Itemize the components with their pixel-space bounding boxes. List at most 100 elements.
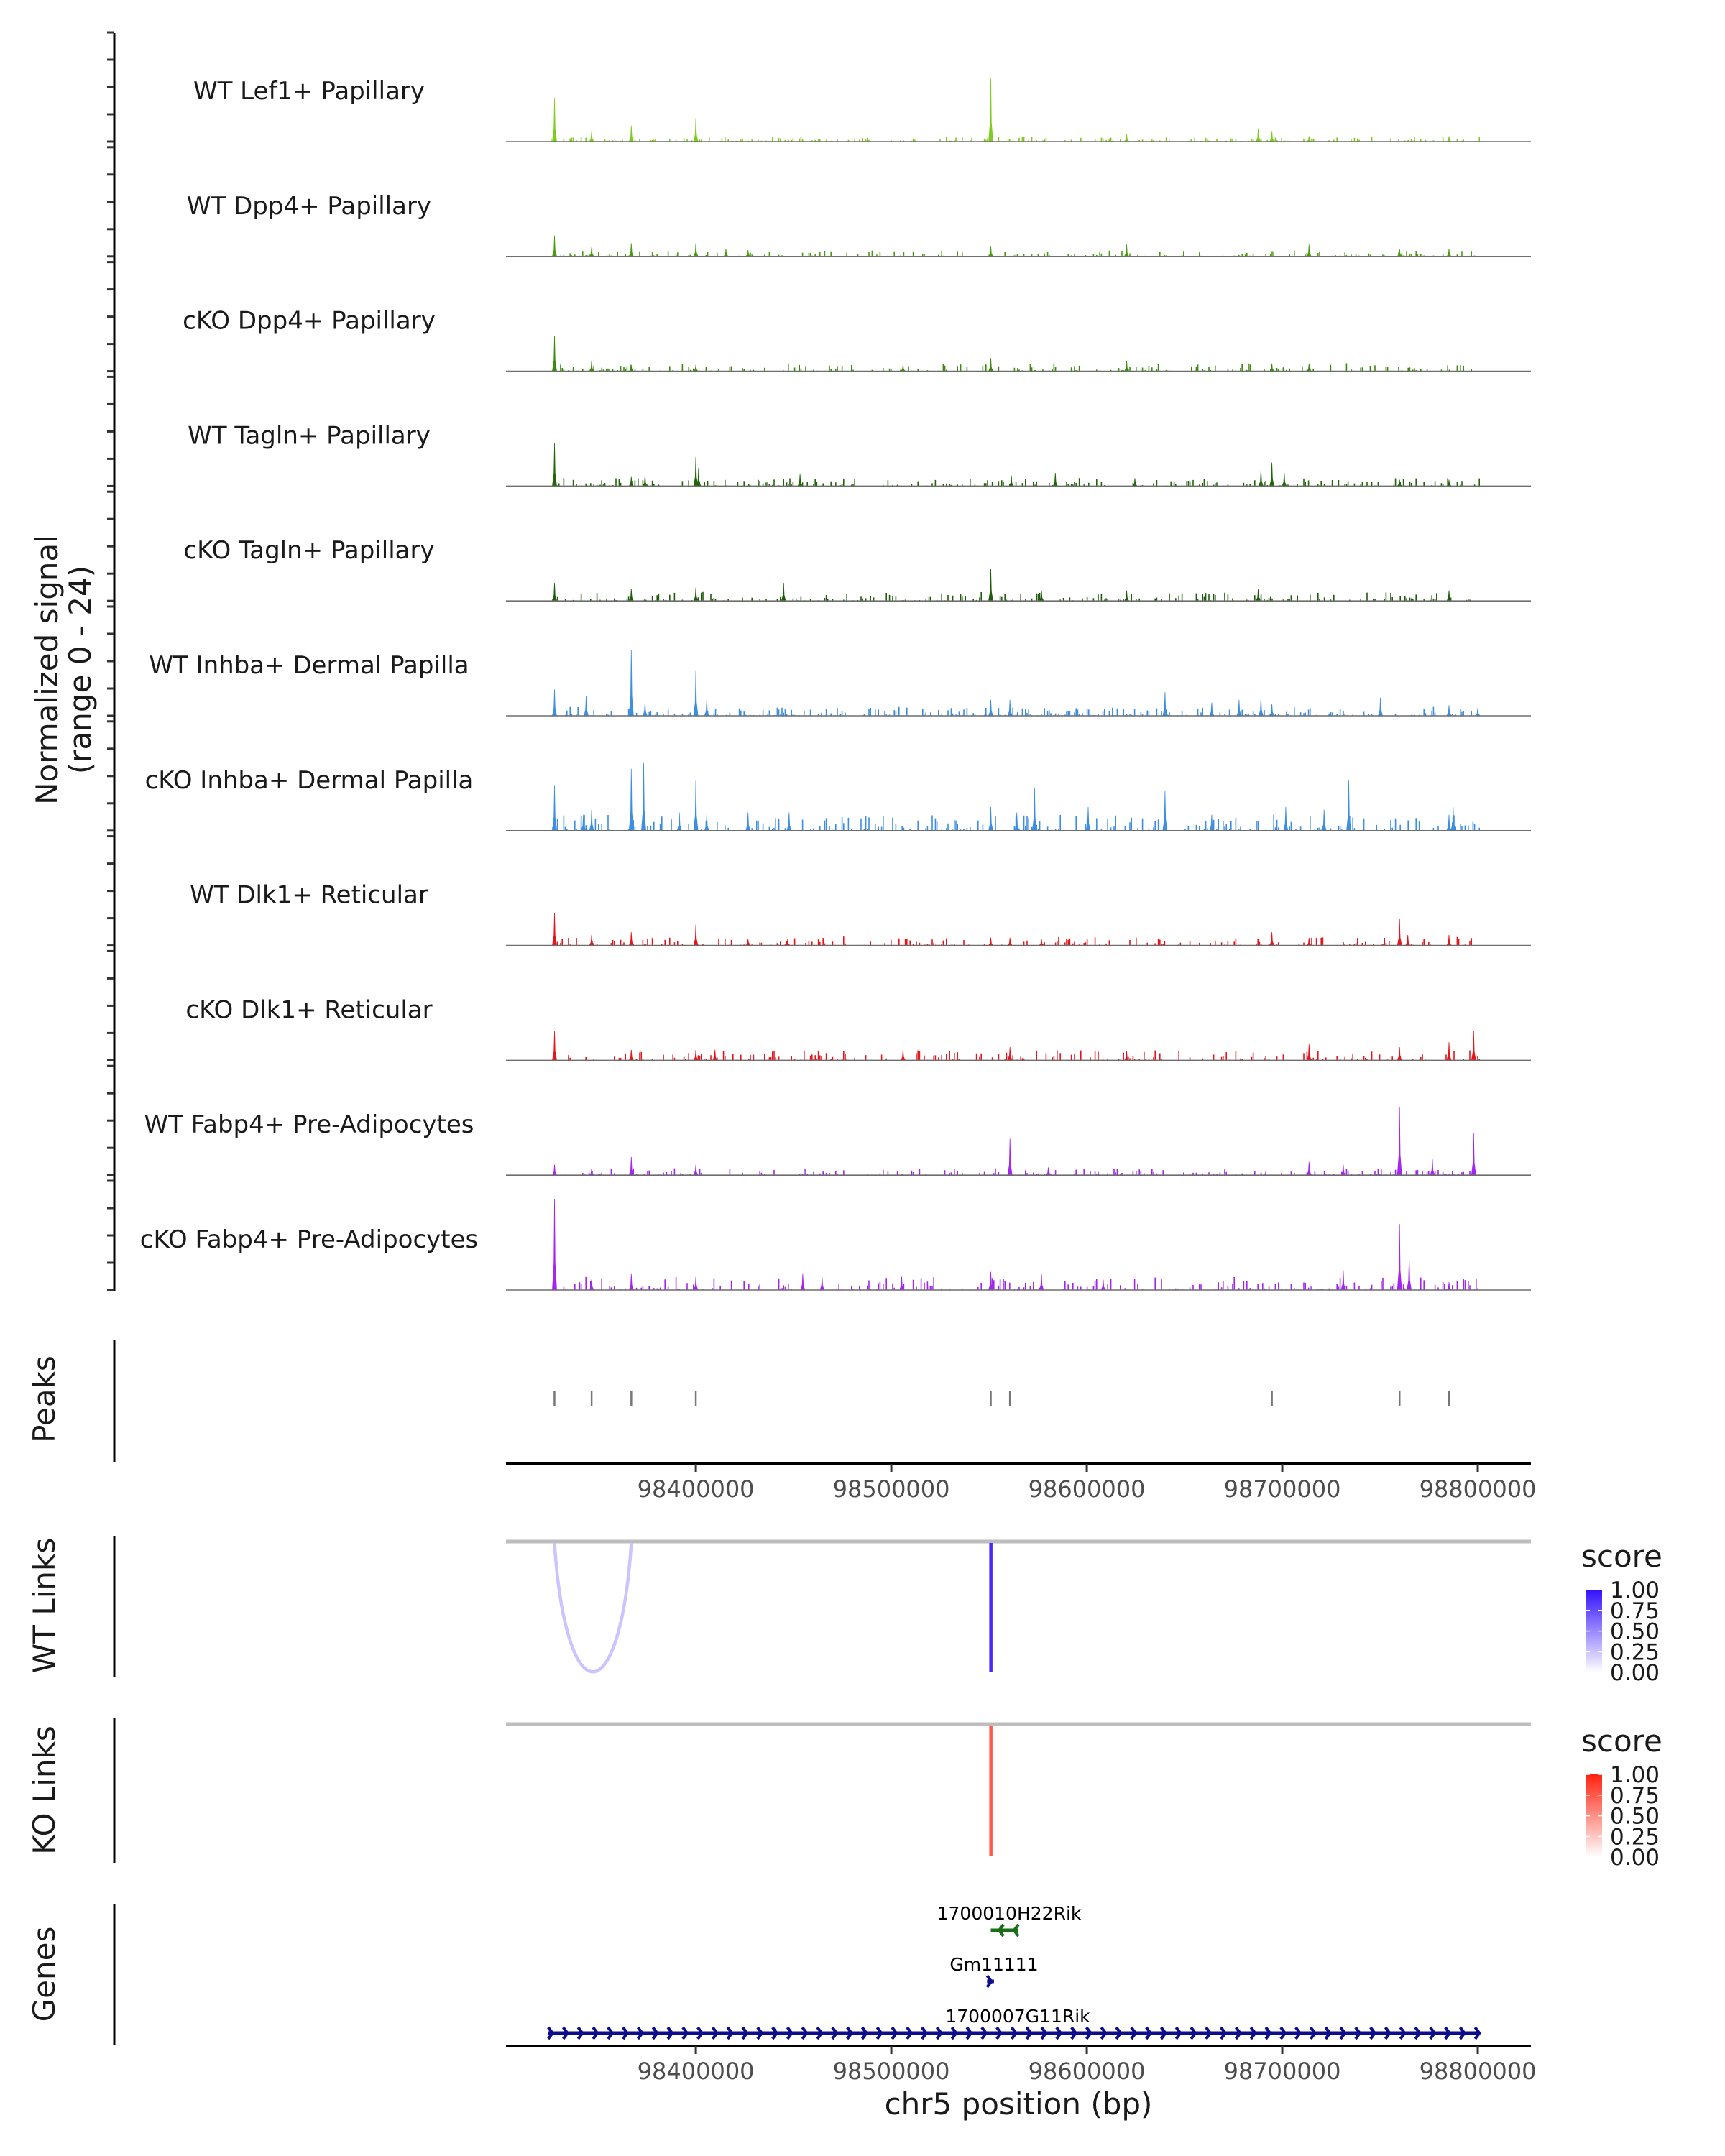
legend-tick-label: 0.50	[1610, 1619, 1660, 1645]
signal-peak	[1340, 1164, 1346, 1176]
signal-peak	[1306, 1161, 1312, 1176]
signal-peak	[628, 768, 634, 831]
signal-peak	[1269, 932, 1275, 946]
gene: 1700010H22Rik	[937, 1903, 1082, 1938]
signal-peak	[745, 939, 751, 946]
signal-peak	[800, 1273, 806, 1291]
coverage-track: WT Inhba+ Dermal Papilla	[149, 650, 1531, 717]
signal-peak	[1007, 937, 1013, 946]
signal-peak	[1446, 136, 1452, 142]
signal-peak	[745, 812, 751, 831]
signal-noise	[553, 478, 1480, 487]
signal-peak	[589, 360, 594, 372]
signal-peak	[1269, 131, 1275, 142]
signal-peak	[1255, 589, 1261, 602]
signal-peak	[693, 1276, 699, 1291]
signal-peak	[628, 243, 634, 257]
coverage-track: cKO Tagln+ Papillary	[183, 536, 1531, 602]
signal-peak	[1471, 1133, 1476, 1176]
signal-peak	[628, 932, 634, 946]
signal-peak	[583, 696, 589, 717]
signal-peak	[552, 1199, 557, 1291]
signal-peak	[551, 1164, 558, 1176]
signal-peak	[693, 364, 699, 372]
signal-peak	[551, 582, 558, 602]
signal-peak	[1430, 1158, 1435, 1176]
signal-peak	[589, 934, 594, 946]
coverage-track: cKO Fabp4+ Pre-Adipocytes	[140, 1199, 1531, 1291]
signal-peak	[1450, 806, 1456, 831]
ko-links-label: KO Links	[27, 1726, 62, 1855]
signal-peak	[693, 456, 699, 487]
signal-peak	[1256, 128, 1261, 142]
signal-noise	[551, 1276, 1478, 1290]
x-axis-bottom: 98400000 98500000 98600000 98700000 98800000	[506, 2045, 1536, 2085]
signal-noise	[553, 250, 1480, 257]
signal-peak	[628, 1156, 634, 1176]
peaks-label: Peaks	[27, 1355, 62, 1443]
track-label: WT Dlk1+ Reticular	[190, 881, 428, 910]
signal-peak	[819, 1276, 825, 1291]
strand-arrow-icon	[997, 1923, 1020, 1938]
wt-links-track	[506, 1539, 1531, 1674]
signal-peak	[1052, 472, 1058, 487]
signal-peak	[1209, 702, 1215, 717]
signal-peak	[1446, 814, 1452, 831]
signal-peak	[693, 1049, 699, 1061]
signal-peak	[1269, 363, 1275, 372]
link-arc	[553, 1542, 633, 1674]
signal-peak	[696, 468, 702, 487]
signal-peak	[552, 912, 557, 946]
gene: 1700007G11Rik	[547, 2006, 1481, 2040]
signal-peak	[781, 582, 786, 602]
wt-links-label: WT Links	[27, 1538, 62, 1673]
gene: Gm11111	[949, 1954, 1039, 1989]
signal-peak	[988, 78, 993, 142]
signal-peak	[1397, 1224, 1402, 1291]
coverage-track: WT Dpp4+ Papillary	[187, 192, 1531, 257]
signal-peak	[551, 235, 558, 257]
legend-tick-label: 1.00	[1610, 1577, 1660, 1603]
y-axis-title-line2: (range 0 - 24)	[63, 566, 98, 774]
signal-noise	[553, 1168, 1476, 1176]
signal-noise	[553, 1050, 1480, 1061]
signal-noise	[552, 591, 1471, 602]
gene-label: 1700007G11Rik	[945, 2006, 1090, 2027]
signal-peak	[1446, 705, 1452, 717]
legend-tick-label: 0.75	[1610, 1783, 1660, 1809]
signal-peak	[1306, 363, 1312, 372]
signal-peak	[988, 806, 993, 831]
track-label: cKO Dpp4+ Papillary	[183, 307, 436, 336]
signal-peak	[1014, 812, 1020, 831]
signal-peak	[628, 125, 634, 142]
signal-noise	[551, 706, 1480, 716]
track-label: cKO Inhba+ Dermal Papilla	[145, 766, 474, 795]
y-axis-title: Normalized signal (range 0 - 24)	[29, 535, 98, 805]
signal-peak	[693, 670, 699, 717]
signal-noise	[551, 137, 1480, 142]
signal-peak	[641, 762, 646, 831]
signal-peak	[988, 568, 993, 602]
x-axis-title: chr5 position (bp)	[885, 2086, 1153, 2122]
signal-peak	[693, 780, 699, 831]
x-tick-label: 98400000	[638, 2058, 755, 2085]
signal-peak	[988, 937, 994, 946]
signal-peak	[1283, 806, 1289, 831]
signal-peak	[1397, 1046, 1402, 1061]
signal-peak	[642, 475, 648, 487]
track-label: cKO Dlk1+ Reticular	[185, 995, 432, 1024]
x-tick-label: 98600000	[1029, 1475, 1146, 1503]
signal-peak	[723, 248, 729, 257]
track-label: WT Dpp4+ Papillary	[187, 192, 431, 221]
signal-peak	[1446, 1282, 1452, 1291]
signal-peak	[693, 118, 699, 142]
coverage-track: cKO Dpp4+ Papillary	[183, 307, 1531, 372]
signal-peak	[1039, 939, 1044, 946]
signal-peak	[1162, 692, 1168, 717]
signal-peak	[1085, 806, 1091, 831]
signal-peak	[1007, 1046, 1013, 1061]
signal-peak	[693, 243, 699, 257]
x-tick-label: 98400000	[638, 1475, 755, 1503]
signal-peak	[628, 1273, 634, 1291]
signal-peak	[1321, 809, 1327, 831]
